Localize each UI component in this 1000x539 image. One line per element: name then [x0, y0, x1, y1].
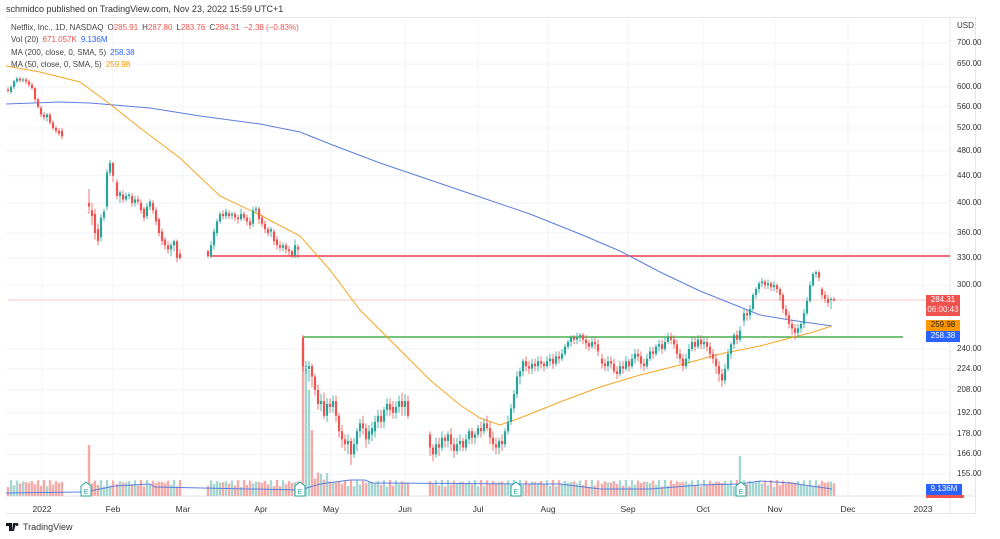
time-tick: Feb	[105, 504, 121, 514]
earnings-marker[interactable]: E	[294, 481, 306, 497]
price-tick: 400.00	[957, 197, 982, 207]
time-tick: Apr	[254, 504, 268, 514]
price-tick: 700.00	[957, 38, 982, 47]
price-tick: 224.00	[957, 363, 982, 373]
svg-text:E: E	[739, 489, 744, 496]
price-tick: 650.00	[957, 59, 982, 69]
legend-ma200[interactable]: MA (200, close, 0, SMA, 5) 258.38	[11, 47, 135, 57]
price-tick: 300.00	[957, 280, 982, 290]
price-tick: 600.00	[957, 82, 982, 92]
candles	[6, 76, 836, 465]
svg-text:E: E	[514, 489, 519, 496]
time-tick: 2023	[913, 504, 933, 514]
time-tick: Dec	[840, 504, 856, 514]
earnings-marker[interactable]: E	[510, 481, 522, 497]
time-tick: Jun	[398, 504, 412, 514]
price-tick: 240.00	[957, 344, 982, 353]
price-tick: 330.00	[957, 252, 982, 262]
symbol-label: Netflix, Inc., 1D, NASDAQ	[11, 23, 104, 32]
ma200-line	[5, 101, 833, 327]
time-tick: Aug	[540, 504, 556, 514]
price-tick: 440.00	[957, 170, 982, 180]
price-tick: 560.00	[957, 101, 982, 111]
ma50-line	[5, 65, 833, 426]
earnings-marker[interactable]: E	[80, 481, 92, 497]
volume-bars	[6, 343, 836, 496]
publisher-caption: schmidco published on TradingView.com, N…	[6, 4, 284, 14]
earnings-marker[interactable]: E	[735, 481, 747, 497]
currency-label: USD	[957, 21, 974, 30]
time-tick: 2022	[32, 504, 52, 514]
tradingview-logo[interactable]: TradingView	[6, 522, 73, 532]
price-tick: 208.00	[957, 384, 982, 394]
time-tick: Sep	[620, 504, 636, 514]
time-tick: May	[322, 504, 340, 514]
legend: Netflix, Inc., 1D, NASDAQ O285.91 H287.80 L…	[11, 22, 303, 71]
legend-ma50[interactable]: MA (50, close, 0, SMA, 5) 259.98	[11, 59, 131, 69]
svg-text:E: E	[84, 489, 89, 496]
legend-volume: Vol (20) 671.057K 9.136M	[11, 35, 108, 45]
price-tick: 166.00	[957, 449, 982, 459]
ma200-price-label: 258.38	[926, 331, 960, 342]
price-tick: 192.00	[957, 407, 982, 417]
tradingview-icon	[6, 523, 19, 531]
chart-frame	[6, 17, 976, 514]
price-tick: 155.00	[957, 469, 982, 478]
time-tick: Jul	[472, 504, 484, 514]
volume-last-label	[926, 495, 964, 498]
svg-text:E: E	[298, 489, 303, 496]
legend-ohlc: Netflix, Inc., 1D, NASDAQ O285.91 H287.80 L…	[11, 23, 299, 32]
price-tick: 520.00	[957, 122, 982, 132]
time-tick: Nov	[767, 504, 783, 514]
price-tick: 480.00	[957, 145, 982, 155]
volume-ma-line	[5, 479, 833, 494]
time-tick: Oct	[696, 504, 710, 514]
price-tick: 178.00	[957, 429, 982, 439]
ma50-price-label: 259.98	[926, 320, 960, 331]
price-tick: 360.00	[957, 228, 982, 238]
time-tick: Mar	[175, 504, 191, 514]
last-price-label: 284.31 06:00:43	[926, 295, 960, 316]
volume-ma-label: 9.136M	[926, 484, 962, 495]
